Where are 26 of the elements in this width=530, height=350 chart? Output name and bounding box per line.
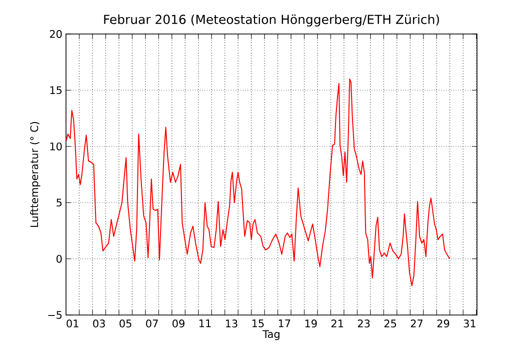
y-tick-label: 10 (50, 142, 62, 150)
x-tick-label: 01 (66, 320, 78, 328)
x-tick-label: 15 (252, 320, 264, 328)
y-axis-title: Lufttemperatur (° C) (30, 122, 40, 227)
y-tick-label: 5 (56, 198, 62, 206)
y-tick-label: 20 (50, 30, 62, 38)
chart-title: Februar 2016 (Meteostation Hönggerberg/ETH Zürich) (104, 14, 439, 27)
x-tick-label: 21 (331, 320, 344, 328)
x-tick-label: 25 (384, 320, 396, 328)
y-tick-label: 0 (56, 254, 62, 263)
y-tick-label: −5 (48, 311, 62, 319)
x-axis-title: Tag (262, 330, 280, 340)
line-series (66, 78, 450, 286)
x-tick-label: 17 (278, 320, 290, 328)
x-tick-label: 29 (437, 320, 450, 328)
y-tick-label: 15 (50, 86, 62, 94)
x-tick-label: 31 (464, 320, 476, 328)
x-tick-label: 27 (410, 320, 423, 328)
x-tick-label: 03 (93, 320, 105, 328)
x-tick-label: 13 (226, 320, 238, 328)
x-tick-label: 11 (199, 320, 211, 328)
x-tick-label: 09 (172, 320, 184, 328)
x-tick-label: 19 (305, 320, 317, 328)
x-tick-label: 05 (120, 320, 132, 328)
x-tick-label: 07 (146, 320, 158, 328)
x-tick-label: 23 (358, 320, 370, 328)
